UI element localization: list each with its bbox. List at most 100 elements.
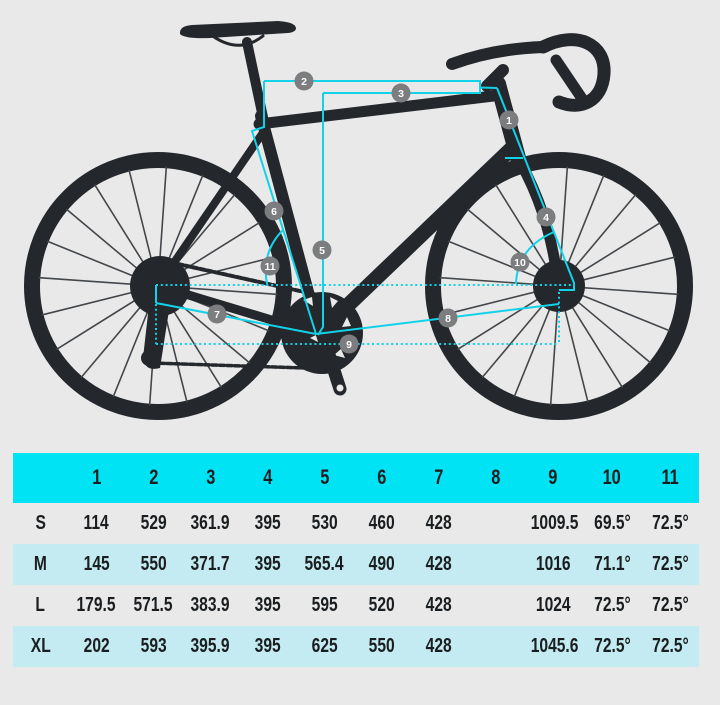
column-header-cell: 5 [319, 466, 330, 489]
measurement-value-cell: 428 [425, 512, 452, 534]
measurement-value-cell: 72.5° [652, 635, 689, 657]
measurement-badge-10: 10 [510, 252, 530, 272]
measurement-value-cell: 71.1° [593, 553, 631, 575]
svg-text:6: 6 [271, 206, 277, 218]
measurement-value-cell: 383.9 [190, 594, 231, 616]
measurement-value-cell: 395 [254, 594, 281, 616]
measurement-badge-9: 9 [339, 334, 359, 354]
measurement-value-cell: 460 [368, 512, 395, 534]
svg-text:10: 10 [514, 257, 526, 269]
line-1-connector [479, 86, 498, 89]
table-row: S 114 529 361.9 395 530 460 428 1009.5 69.5° 72.5° [13, 503, 699, 544]
top-tube [253, 89, 508, 130]
svg-text:1: 1 [506, 115, 512, 127]
seatpost [242, 37, 269, 127]
measurement-value-cell [467, 556, 524, 574]
measurement-badge-11: 11 [260, 256, 280, 276]
measurement-value-cell: 371.7 [190, 553, 231, 575]
bike-geometry-diagram: 1 2 3 4 5 6 7 8 9 10 11 [24, 21, 693, 420]
line-7-chainstay-line [155, 302, 317, 335]
down-tube [313, 141, 519, 339]
table-row: 1 2 3 4 5 6 7 8 9 10 11 [13, 453, 699, 503]
measurement-value-cell: 520 [368, 594, 395, 616]
svg-text:5: 5 [319, 245, 325, 257]
measurement-value-cell: 529 [140, 512, 167, 534]
svg-text:4: 4 [543, 212, 549, 224]
measurement-value-cell: 395 [254, 512, 281, 534]
measurement-value-cell: 1009.5 [530, 512, 579, 534]
column-header-cell: 6 [376, 466, 387, 489]
measurement-value-cell: 145 [83, 553, 110, 575]
svg-text:8: 8 [445, 313, 451, 325]
measurement-badge-7: 7 [207, 304, 227, 324]
svg-text:11: 11 [264, 261, 275, 273]
column-header-cell: 10 [602, 466, 622, 489]
size-row-label: XL [30, 635, 51, 657]
line-1-head-tube-and-fork-axis [496, 87, 575, 291]
column-header-cell: 9 [548, 466, 558, 489]
measurement-value-cell: 550 [140, 553, 167, 575]
measurement-value-cell: 72.5° [652, 512, 689, 534]
measurement-value-cell: 1016 [535, 553, 571, 575]
measurement-value-cell: 72.5° [652, 553, 689, 575]
measurement-badge-5: 5 [312, 240, 332, 260]
measurement-badge-8: 8 [438, 308, 458, 328]
measurement-value-cell: 72.5° [593, 635, 631, 657]
measurement-value-cell: 625 [311, 635, 338, 657]
angle-11-seat-angle-arc [264, 229, 284, 285]
measurement-value-cell: 179.5 [76, 594, 117, 616]
measurement-value-cell: 490 [368, 553, 395, 575]
measurement-value-cell: 395 [254, 635, 281, 657]
seatstay [156, 130, 266, 287]
line-2-6-seat-tube-line [250, 81, 317, 335]
measurement-lines [155, 80, 575, 345]
column-header-cell: 3 [205, 466, 216, 489]
measurement-value-cell: 114 [83, 512, 110, 534]
column-header-cell: 7 [433, 466, 444, 489]
column-header-cell: 2 [148, 466, 159, 489]
column-header-cell: 4 [262, 466, 273, 489]
geometry-table: 1 2 3 4 5 6 7 8 9 10 11 S 114 529 361.9 395 530 460 428 100… [13, 453, 699, 667]
table-corner-cell [13, 469, 68, 487]
column-header-cell: 1 [91, 466, 102, 489]
front-wheel-spokes [439, 166, 679, 406]
measurement-badge-4: 4 [536, 207, 556, 227]
measurement-value-cell: 1024 [535, 594, 571, 616]
measurement-value-cell: 72.5° [593, 594, 631, 616]
front-hub-rotor [533, 260, 585, 312]
measurement-value-cell: 1045.6 [530, 635, 579, 657]
measurement-badge-2: 2 [294, 71, 314, 91]
measurement-value-cell [467, 597, 524, 615]
measurement-badge-1: 1 [499, 110, 519, 130]
pedal-spindle-hole [336, 384, 344, 392]
bike-silhouette [24, 21, 693, 420]
column-header-cell: 8 [490, 466, 501, 489]
table-row: L 179.5 571.5 383.9 395 595 520 428 1024 72.5° 72.… [13, 585, 699, 626]
measurement-value-cell: 571.5 [133, 594, 174, 616]
table-row: M 145 550 371.7 395 565.4 490 428 1016 71.1° 72.5° [13, 544, 699, 585]
handlebar-top [446, 41, 549, 70]
table-row: XL 202 593 395.9 395 625 550 428 1045.6 72.5° 72.5… [13, 626, 699, 667]
brake-lever [550, 54, 589, 106]
size-row-label: L [35, 594, 46, 616]
measurement-value-cell: 595 [311, 594, 338, 616]
stem [481, 64, 509, 92]
svg-text:2: 2 [301, 76, 307, 88]
size-row-label: S [35, 512, 46, 534]
measurement-value-cell: 593 [140, 635, 167, 657]
measurement-value-cell: 428 [425, 635, 452, 657]
line-5-stack-vertical [317, 93, 324, 336]
measurement-badge-6: 6 [264, 201, 284, 221]
measurement-badge-3: 3 [391, 83, 411, 103]
saddle-rails [212, 34, 265, 47]
saddle [179, 21, 296, 39]
measurement-value-cell [467, 638, 524, 656]
measurement-value-cell: 550 [368, 635, 395, 657]
line-8-front-center-line [315, 303, 560, 335]
angle-10-head-angle-arc [515, 231, 555, 285]
measurement-value-cell: 428 [425, 553, 452, 575]
size-row-label: M [33, 553, 47, 575]
front-wheel [425, 152, 693, 420]
measurement-value-cell: 395.9 [190, 635, 231, 657]
measurement-badges: 1 2 3 4 5 6 7 8 9 10 11 [207, 71, 556, 354]
